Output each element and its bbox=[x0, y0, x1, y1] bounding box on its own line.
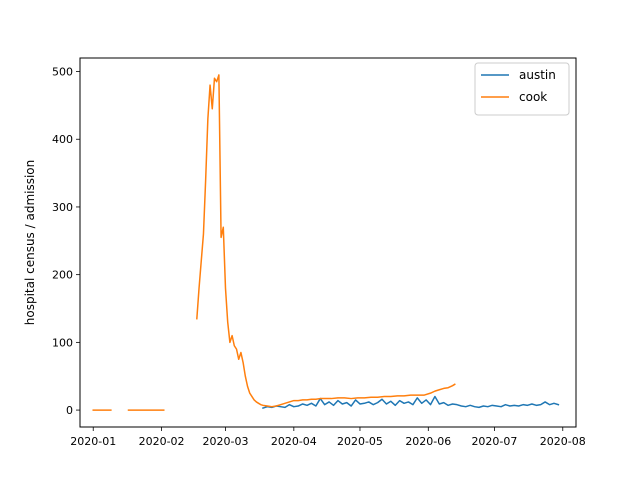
x-axis: 2020-01 2020-02 2020-03 2020-04 2020-05 2020-… bbox=[70, 427, 586, 448]
legend-box bbox=[474, 62, 570, 116]
x-tick-label: 2020-07 bbox=[471, 435, 517, 448]
y-tick-label: 100 bbox=[52, 336, 73, 349]
y-tick-label: 300 bbox=[52, 201, 73, 214]
y-tick-label: 0 bbox=[66, 404, 73, 417]
axes-frame bbox=[79, 57, 577, 428]
x-tick-label: 2020-08 bbox=[540, 435, 586, 448]
series-line-austin-0 bbox=[262, 395, 560, 409]
x-tick-label: 2020-05 bbox=[337, 435, 383, 448]
series-austin bbox=[262, 395, 560, 409]
legend-label-austin: austin bbox=[519, 68, 556, 82]
series-cook bbox=[92, 74, 456, 411]
y-axis: 0 100 200 300 400 500 bbox=[52, 66, 80, 417]
x-tick-label: 2020-03 bbox=[203, 435, 249, 448]
y-tick-label: 500 bbox=[52, 66, 73, 79]
y-tick-label: 200 bbox=[52, 269, 73, 282]
legend: austin cook bbox=[474, 62, 570, 116]
y-tick-label: 400 bbox=[52, 133, 73, 146]
x-tick-label: 2020-04 bbox=[271, 435, 317, 448]
legend-label-cook: cook bbox=[519, 90, 547, 104]
axes-background bbox=[80, 58, 576, 427]
y-axis-label: hospital census / admission bbox=[23, 160, 37, 326]
plot-area bbox=[79, 57, 577, 428]
series-layer bbox=[92, 74, 560, 411]
x-tick-label: 2020-06 bbox=[405, 435, 451, 448]
series-line-cook-2 bbox=[196, 74, 456, 408]
x-tick-label: 2020-01 bbox=[70, 435, 116, 448]
x-tick-label: 2020-02 bbox=[139, 435, 185, 448]
